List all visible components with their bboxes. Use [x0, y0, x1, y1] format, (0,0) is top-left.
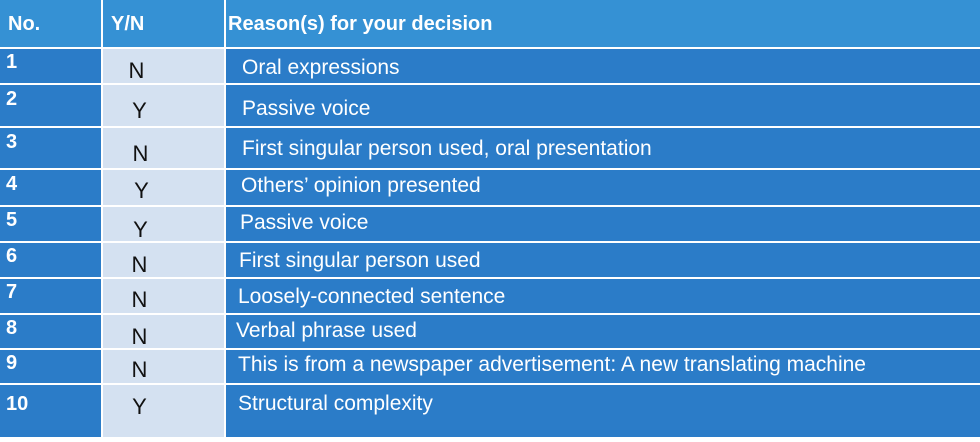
row-number: 7 [0, 279, 101, 313]
row-reason: Passive voice [226, 207, 980, 241]
row-number: 8 [0, 315, 101, 348]
row-number: 3 [0, 128, 101, 168]
row-reason: Verbal phrase used [226, 315, 980, 348]
row-reason: First singular person used, oral present… [226, 128, 980, 168]
row-yn: N [103, 49, 224, 83]
row-yn: Y [103, 170, 224, 205]
row-reason: This is from a newspaper advertisement: … [226, 350, 980, 383]
row-yn: Y [103, 385, 224, 437]
row-number: 2 [0, 85, 101, 126]
row-yn: N [103, 315, 224, 348]
row-reason: Others’ opinion presented [226, 170, 980, 205]
row-number: 10 [0, 385, 101, 437]
row-yn: N [103, 350, 224, 383]
row-yn: N [103, 279, 224, 313]
row-yn: N [103, 243, 224, 277]
row-yn: N [103, 128, 224, 168]
row-reason: Oral expressions [226, 49, 980, 83]
header-reason: Reason(s) for your decision [226, 0, 980, 47]
row-reason: Loosely-connected sentence [226, 279, 980, 313]
row-yn: Y [103, 207, 224, 241]
row-number: 5 [0, 207, 101, 241]
row-reason: First singular person used [226, 243, 980, 277]
row-number: 9 [0, 350, 101, 383]
row-number: 4 [0, 170, 101, 205]
row-yn: Y [103, 85, 224, 126]
row-number: 1 [0, 49, 101, 83]
row-reason: Structural complexity [226, 385, 980, 437]
header-no: No. [0, 0, 101, 47]
row-number: 6 [0, 243, 101, 277]
header-yn: Y/N [103, 0, 224, 47]
row-reason: Passive voice [226, 85, 980, 126]
